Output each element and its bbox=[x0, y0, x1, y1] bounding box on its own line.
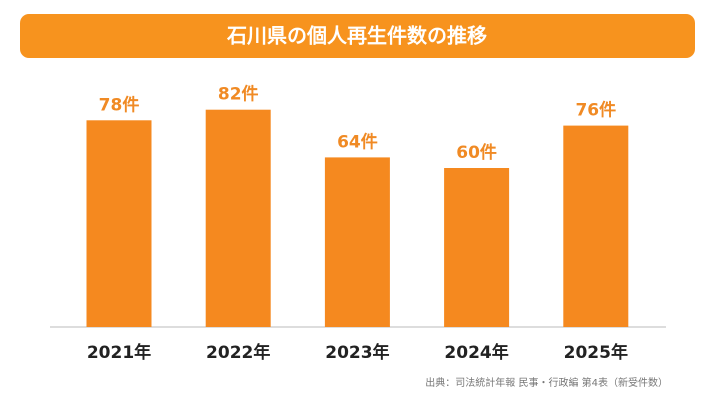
bar bbox=[205, 109, 271, 327]
bar bbox=[444, 168, 510, 327]
x-tick-label: 2022年 bbox=[206, 342, 270, 363]
source-note: 出典：司法統計年報 民事・行政編 第4表（新受件数） bbox=[425, 376, 668, 389]
value-label: 64件 bbox=[337, 131, 378, 152]
x-tick-label: 2023年 bbox=[325, 342, 389, 363]
x-tick-label: 2025年 bbox=[564, 342, 628, 363]
bar bbox=[563, 125, 629, 327]
x-tick-label: 2021年 bbox=[87, 342, 151, 363]
bar bbox=[86, 120, 152, 327]
chart-title: 石川県の個人再生件数の推移 bbox=[226, 24, 487, 48]
value-label: 78件 bbox=[99, 94, 140, 115]
value-label: 60件 bbox=[456, 142, 497, 163]
x-tick-label: 2024年 bbox=[444, 342, 508, 363]
value-label: 82件 bbox=[218, 84, 259, 105]
value-label: 76件 bbox=[575, 100, 616, 121]
bar bbox=[324, 157, 390, 327]
title-banner bbox=[20, 14, 695, 58]
